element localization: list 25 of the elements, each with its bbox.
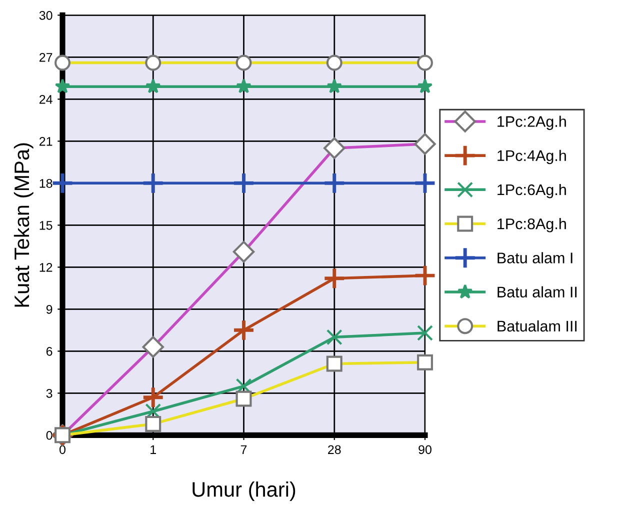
legend-label: Batu alam I — [498, 252, 572, 264]
y-tick-label: 24 — [40, 94, 52, 104]
y-tick-label: 12 — [40, 262, 52, 272]
y-tick-label: 30 — [39, 10, 52, 20]
x-axis-title: Umur (hari) — [192, 482, 296, 501]
y-tick-label: 3 — [46, 388, 52, 398]
y-tick-label: 6 — [46, 346, 52, 356]
legend-label: Batualam III — [498, 320, 577, 332]
x-tick-label: 1 — [150, 445, 156, 454]
y-axis-title: Kuat Tekan (MPa) — [14, 143, 34, 307]
y-tick-label: 0 — [46, 430, 52, 440]
legend-label: 1Pc:6Ag.h — [498, 184, 566, 198]
y-tick-label: 27 — [40, 52, 52, 62]
y-tick-label: 18 — [40, 178, 52, 188]
legend-label: 1Pc:8Ag.h — [498, 218, 566, 232]
x-tick-label: 28 — [328, 445, 341, 454]
x-tick-label: 7 — [240, 445, 247, 454]
x-tick-label: 90 — [418, 445, 432, 454]
y-tick-label: 21 — [40, 136, 52, 146]
legend-label: 1Pc:2Ag.h — [498, 116, 566, 130]
legend-label: Batu alam II — [498, 286, 577, 298]
y-tick-label: 9 — [46, 304, 52, 314]
y-tick-label: 15 — [40, 221, 52, 230]
x-tick-label: 0 — [60, 445, 66, 454]
legend-label: 1Pc:4Ag.h — [498, 150, 566, 164]
